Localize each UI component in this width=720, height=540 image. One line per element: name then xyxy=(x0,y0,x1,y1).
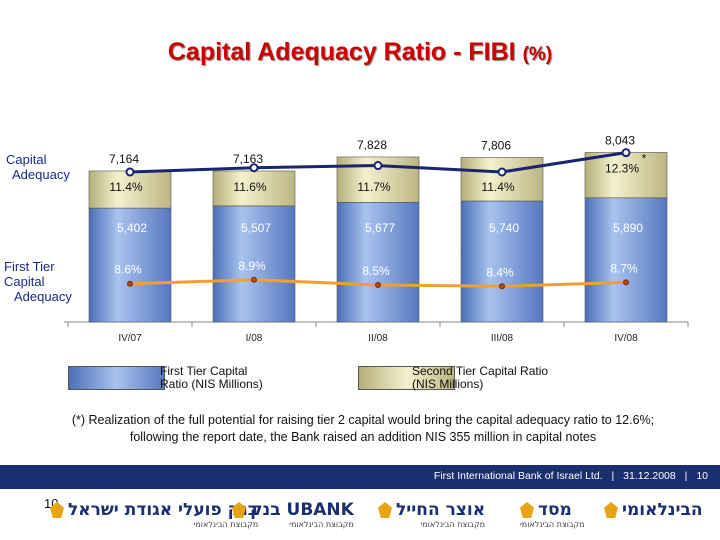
legend-text-line: Second Tier Capital Ratio xyxy=(412,364,549,378)
bar-total-label: 7,163 xyxy=(233,152,263,166)
first-tier-value-label: 8.7% xyxy=(610,261,638,275)
bar-total-label: 7,164 xyxy=(109,152,139,166)
legend-label-second-tier: Second Tier Capital Ratio (NIS Millions) xyxy=(412,365,548,391)
capital-adequacy-label: 11.7% xyxy=(357,180,390,194)
bar-first-tier xyxy=(584,197,668,323)
bar-total-label: 7,806 xyxy=(481,138,511,152)
first-tier-label-line: Adequacy xyxy=(14,289,72,304)
x-tick-label: IV/07 xyxy=(118,333,142,344)
capital-adequacy-point xyxy=(621,148,631,158)
capital-adequacy-label-line: Adequacy xyxy=(12,167,70,182)
bar-first-tier xyxy=(336,202,420,323)
x-tick-label: I/08 xyxy=(246,333,263,344)
footer-bar xyxy=(0,465,720,489)
logo-sub: מקבוצת הבינלאומי xyxy=(193,520,259,529)
footer-date: 31.12.2008 xyxy=(623,470,676,482)
emblem-icon xyxy=(50,502,64,518)
first-tier-label-line: First Tier xyxy=(4,259,55,274)
first-tier-point xyxy=(499,283,505,290)
emblem-icon xyxy=(378,502,392,518)
footer-page: 10 xyxy=(696,470,708,482)
bar-first-tier xyxy=(460,200,544,323)
x-tick-label: III/08 xyxy=(491,333,514,344)
capital-adequacy-point xyxy=(125,167,135,177)
emblem-icon xyxy=(520,502,534,518)
first-tier-value-label: 8.4% xyxy=(486,265,514,279)
legend-text-line: Ratio (NIS Millions) xyxy=(160,377,263,391)
legend-swatch-first-tier xyxy=(68,366,165,390)
footer-bank: First International Bank of Israel Ltd. xyxy=(433,470,603,482)
title-text: Capital Adequacy Ratio - FIBI xyxy=(167,38,516,66)
x-tick-label: II/08 xyxy=(368,333,388,344)
capital-adequacy-label: 11.4% xyxy=(109,180,142,194)
first-tier-label-line: Capital xyxy=(4,274,45,289)
footnote: (*) Realization of the full potential fo… xyxy=(71,413,655,444)
footer-text: First International Bank of Israel Ltd. … xyxy=(428,470,708,482)
capital-adequacy-label: 12.3% xyxy=(605,162,639,176)
bar-first-tier xyxy=(212,205,296,323)
logo-name: הבינלאומי xyxy=(622,500,703,520)
first-tier-point xyxy=(127,280,133,287)
legend-text-line: First Tier Capital xyxy=(160,364,248,378)
bar-first-tier-label: 5,507 xyxy=(241,221,271,235)
legend-label-first-tier: First Tier Capital Ratio (NIS Millions) xyxy=(160,365,263,391)
capital-adequacy-label-line: Capital xyxy=(6,152,47,167)
annotation-asterisk: * xyxy=(642,152,647,166)
logo-strip: בנק פועלי אגודת ישראל מקבוצת הבינלאומי ב… xyxy=(0,496,720,536)
capital-adequacy-point xyxy=(497,167,507,177)
bar-first-tier-label: 5,677 xyxy=(365,221,395,235)
footer-separator: | xyxy=(684,470,688,482)
bar-total-label: 8,043 xyxy=(605,133,635,147)
bar-second-tier xyxy=(88,170,172,209)
bar-total-label: 7,828 xyxy=(357,138,387,152)
logo-name: מסד xyxy=(538,500,572,520)
first-tier-point xyxy=(375,282,381,288)
logo-sub: מקבוצת הבינלאומי xyxy=(520,520,585,529)
capital-adequacy-label: 11.6% xyxy=(233,180,266,194)
logo-sub: מקבוצת הבינלאומי xyxy=(420,520,486,529)
logo-ubank: בנק UBANK מקבוצת הבינלאומי xyxy=(232,500,354,529)
first-tier-value-label: 8.6% xyxy=(114,263,142,277)
bar-first-tier xyxy=(88,207,172,323)
page-title: Capital Adequacy Ratio - FIBI (%) xyxy=(0,38,720,67)
logo-massad: מסד מקבוצת הבינלאומי xyxy=(520,500,585,529)
logo-name: בנק פועלי אגודת ישראל xyxy=(68,500,259,520)
capital-adequacy-point xyxy=(373,161,383,171)
legend-text-line: (NIS Millions) xyxy=(412,377,484,391)
bar-second-tier xyxy=(460,157,544,202)
bar-first-tier-label: 5,890 xyxy=(613,221,643,235)
logo-name: בנק UBANK xyxy=(250,500,354,520)
legend-swatch-second-tier xyxy=(358,366,455,390)
first-tier-point xyxy=(251,276,257,283)
first-tier-value-label: 8.5% xyxy=(362,264,390,278)
bar-first-tier-label: 5,740 xyxy=(489,221,519,235)
bar-second-tier xyxy=(584,152,668,199)
first-tier-label: First Tier Capital Adequacy xyxy=(4,259,72,304)
capital-adequacy-point xyxy=(249,163,259,173)
capital-adequacy-label: Capital Adequacy xyxy=(6,152,70,182)
logo-poalei-agudat: בנק פועלי אגודת ישראל מקבוצת הבינלאומי xyxy=(50,500,258,529)
logo-name: אוצר החייל xyxy=(396,500,486,520)
first-tier-point xyxy=(623,279,629,286)
x-tick-label: IV/08 xyxy=(614,333,638,344)
bar-first-tier-label: 5,402 xyxy=(117,221,147,235)
logo-habeinleumi: הבינלאומי xyxy=(604,500,703,520)
title-unit: (%) xyxy=(522,44,553,65)
emblem-icon xyxy=(232,502,246,518)
capital-chart: IV/07 7,164 5,402 I/08 7,163 5,507 II/08 7,828 5… xyxy=(64,133,689,344)
footer-separator: | xyxy=(611,470,615,482)
logo-sub: מקבוצת הבינלאומי xyxy=(289,520,354,529)
bar-second-tier xyxy=(212,170,296,207)
logo-otsar-hahayal: אוצר החייל מקבוצת הבינלאומי xyxy=(378,500,485,529)
capital-adequacy-label: 11.4% xyxy=(481,180,514,194)
emblem-icon xyxy=(604,502,618,518)
first-tier-value-label: 8.9% xyxy=(238,259,266,273)
